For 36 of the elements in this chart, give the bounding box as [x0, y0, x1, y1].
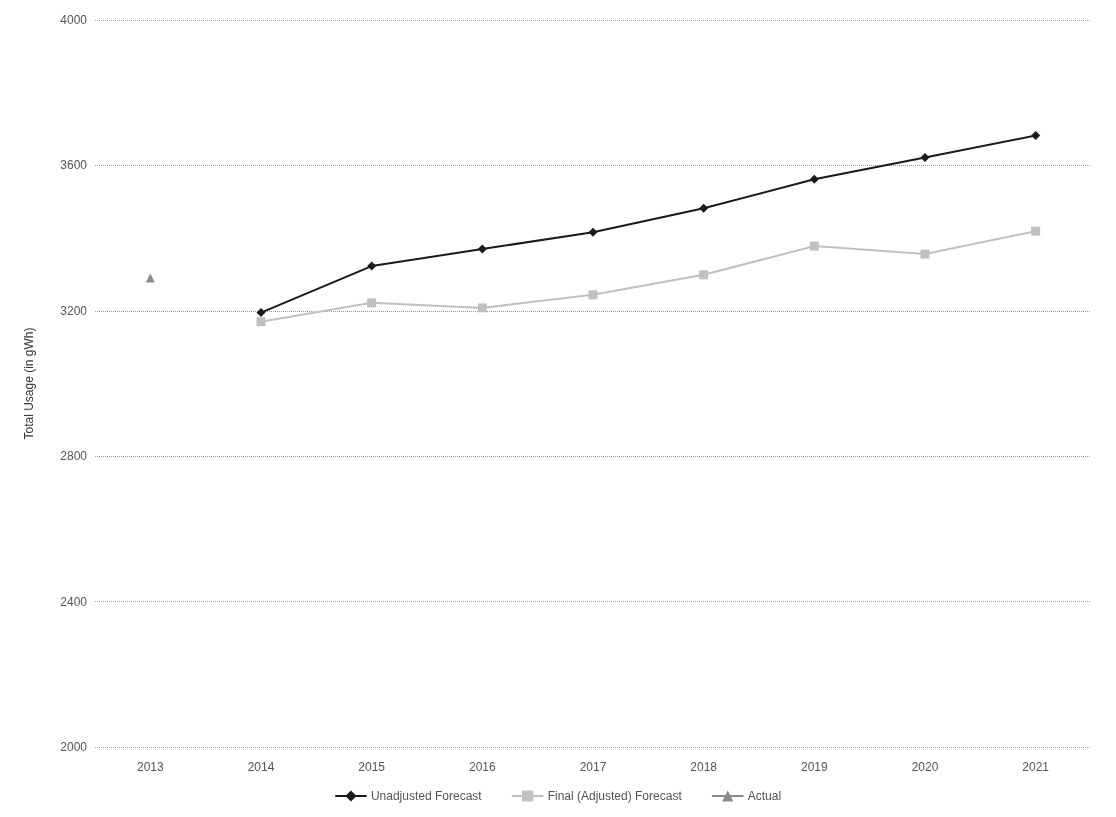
x-tick-label: 2020 [911, 760, 939, 774]
point [477, 244, 487, 254]
y-tick-label: 4000 [60, 13, 88, 27]
point [920, 152, 930, 162]
point [809, 174, 819, 184]
point [145, 273, 155, 283]
point [699, 270, 709, 280]
x-tick-label: 2021 [1022, 760, 1050, 774]
point [920, 249, 930, 259]
x-tick-label: 2019 [800, 760, 828, 774]
y-tick-label: 2800 [60, 449, 88, 464]
point [1031, 131, 1041, 141]
y-tick-label: 3200 [60, 303, 88, 318]
y-tick-label: 2400 [60, 594, 88, 609]
point [477, 303, 487, 313]
y-tick-label: 2000 [60, 740, 88, 754]
point [699, 203, 709, 213]
x-tick-label: 2016 [468, 760, 496, 774]
x-tick-label: 2018 [690, 760, 718, 774]
y-tick-label: 3600 [60, 158, 88, 173]
x-tick-label: 2013 [136, 760, 164, 774]
point [256, 308, 266, 318]
legend-label: Unadjusted Forecast [370, 789, 483, 803]
y-axis-title: Total Usage (in gWh) [22, 327, 36, 440]
point [1031, 226, 1041, 236]
x-tick-label: 2017 [579, 760, 607, 774]
point [588, 227, 598, 237]
legend-label: Final (Adjusted) Forecast [547, 789, 683, 803]
x-tick-label: 2015 [358, 760, 386, 774]
point [809, 241, 819, 251]
point [367, 298, 377, 308]
point [367, 261, 377, 271]
x-tick-label: 2014 [247, 760, 275, 774]
point [256, 317, 266, 327]
point [588, 290, 598, 300]
legend-label: Actual [747, 789, 782, 803]
